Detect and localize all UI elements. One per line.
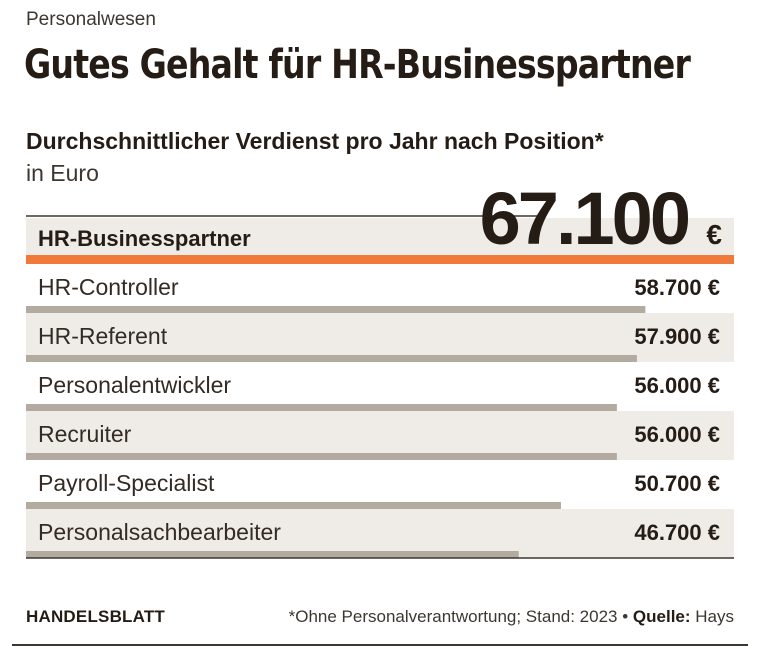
value-label: 56.000 € bbox=[634, 422, 720, 447]
category-label: HR-Referent bbox=[38, 323, 168, 349]
footer-note: *Ohne Personalverantwortung; Stand: 2023… bbox=[289, 607, 734, 627]
value-label: 46.700 € bbox=[634, 520, 720, 545]
footnote-text: *Ohne Personalverantwortung; Stand: 2023… bbox=[288, 607, 629, 626]
row-band bbox=[26, 313, 734, 362]
bar bbox=[26, 306, 646, 313]
value-label-highlight: 67.100 bbox=[480, 177, 689, 260]
category-label: Personalsachbearbeiter bbox=[38, 519, 281, 545]
value-label: 56.000 € bbox=[634, 373, 720, 398]
category-label: Payroll-Specialist bbox=[38, 470, 215, 496]
bar bbox=[26, 502, 561, 509]
chart-headline: Gutes Gehalt für HR-Businesspartner bbox=[24, 42, 691, 88]
bar bbox=[26, 355, 637, 362]
bar bbox=[26, 404, 617, 411]
bar bbox=[26, 453, 617, 460]
value-label: 50.700 € bbox=[634, 471, 720, 496]
category-label: Recruiter bbox=[38, 421, 132, 447]
kicker: Personalwesen bbox=[26, 9, 156, 30]
bottom-rule bbox=[12, 644, 748, 646]
value-currency-highlight: € bbox=[706, 219, 722, 250]
value-label: 58.700 € bbox=[634, 275, 720, 300]
source-label: Quelle: bbox=[632, 607, 691, 626]
bar-highlight bbox=[26, 255, 734, 264]
publisher-brand: HANDELSBLATT bbox=[26, 607, 166, 626]
category-label: HR-Businesspartner bbox=[38, 226, 251, 251]
row-band bbox=[26, 218, 734, 256]
source-name: Hays bbox=[695, 607, 734, 626]
unit-label: in Euro bbox=[26, 160, 99, 186]
category-label: HR-Controller bbox=[38, 274, 179, 300]
category-label: Personalentwickler bbox=[38, 372, 231, 398]
value-label: 57.900 € bbox=[634, 324, 720, 349]
row-band bbox=[26, 411, 734, 460]
chart-title: Durchschnittlicher Verdienst pro Jahr na… bbox=[26, 128, 604, 154]
bar bbox=[26, 551, 519, 558]
row-band bbox=[26, 509, 734, 558]
bar-chart: HR-Businesspartner 67.100 € HR-Controller 58… bbox=[26, 177, 734, 559]
